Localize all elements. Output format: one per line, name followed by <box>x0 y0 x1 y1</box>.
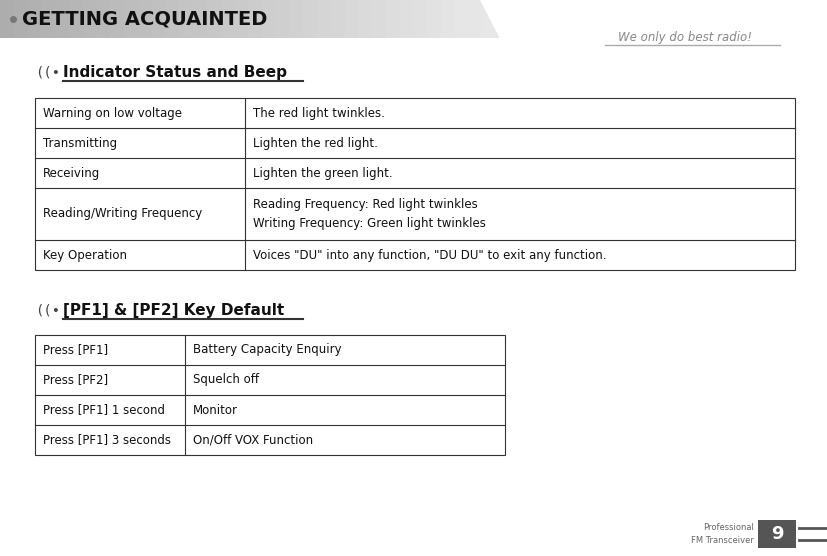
Bar <box>469 0 482 38</box>
Text: Lighten the green light.: Lighten the green light. <box>253 166 393 180</box>
Bar <box>124 0 138 38</box>
Text: Press [PF1] 1 second: Press [PF1] 1 second <box>43 404 165 416</box>
Bar <box>55 0 69 38</box>
Text: Reading/Writing Frequency: Reading/Writing Frequency <box>43 207 203 221</box>
Bar <box>496 0 510 38</box>
Bar <box>248 0 262 38</box>
Text: FM Transceiver: FM Transceiver <box>691 535 754 545</box>
Bar <box>372 0 386 38</box>
Text: ((•: ((• <box>35 303 60 317</box>
Bar <box>69 0 83 38</box>
Bar <box>676 0 689 38</box>
Bar <box>455 0 469 38</box>
Text: Press [PF2]: Press [PF2] <box>43 374 108 386</box>
Text: Voices "DU" into any function, "DU DU" to exit any function.: Voices "DU" into any function, "DU DU" t… <box>253 249 606 261</box>
Text: Professional: Professional <box>703 523 754 532</box>
Text: Indicator Status and Beep: Indicator Status and Beep <box>63 64 287 80</box>
Text: Transmitting: Transmitting <box>43 137 117 150</box>
Bar <box>730 0 744 38</box>
Bar <box>648 0 662 38</box>
Text: The red light twinkles.: The red light twinkles. <box>253 107 385 120</box>
Bar <box>35 98 795 270</box>
Text: We only do best radio!: We only do best radio! <box>618 32 752 44</box>
Text: Monitor: Monitor <box>193 404 238 416</box>
Bar <box>138 0 151 38</box>
Bar <box>414 0 428 38</box>
Bar <box>813 0 827 38</box>
Text: Press [PF1]: Press [PF1] <box>43 344 108 356</box>
Bar <box>27 0 41 38</box>
Bar <box>538 0 552 38</box>
Text: Battery Capacity Enquiry: Battery Capacity Enquiry <box>193 344 342 356</box>
Text: Warning on low voltage: Warning on low voltage <box>43 107 182 120</box>
Bar <box>207 0 221 38</box>
Bar <box>83 0 97 38</box>
Bar <box>41 0 55 38</box>
Bar <box>441 0 455 38</box>
Text: Reading Frequency: Red light twinkles: Reading Frequency: Red light twinkles <box>253 198 478 211</box>
Bar <box>14 0 27 38</box>
Bar <box>234 0 248 38</box>
Bar <box>110 0 124 38</box>
Bar <box>772 0 786 38</box>
Bar <box>758 520 796 548</box>
Bar <box>703 0 717 38</box>
Text: On/Off VOX Function: On/Off VOX Function <box>193 434 313 446</box>
Bar <box>221 0 234 38</box>
Bar <box>345 0 358 38</box>
Bar <box>151 0 165 38</box>
Bar <box>289 0 304 38</box>
Bar <box>744 0 758 38</box>
Bar <box>786 0 800 38</box>
Bar <box>428 0 441 38</box>
Bar <box>510 0 523 38</box>
Bar <box>606 0 620 38</box>
Bar <box>179 0 193 38</box>
Bar <box>399 0 414 38</box>
Bar <box>262 0 275 38</box>
Bar <box>331 0 345 38</box>
Bar <box>634 0 648 38</box>
Bar <box>275 0 289 38</box>
Text: Lighten the red light.: Lighten the red light. <box>253 137 378 150</box>
Text: 9: 9 <box>771 525 783 543</box>
Bar <box>165 0 179 38</box>
Bar <box>620 0 634 38</box>
Bar <box>523 0 538 38</box>
Bar <box>317 0 331 38</box>
Text: GETTING ACQUAINTED: GETTING ACQUAINTED <box>22 9 267 28</box>
Bar <box>717 0 730 38</box>
Bar <box>552 0 565 38</box>
Bar <box>0 0 14 38</box>
Text: Key Operation: Key Operation <box>43 249 127 261</box>
Polygon shape <box>480 0 827 58</box>
Text: Squelch off: Squelch off <box>193 374 259 386</box>
Bar <box>565 0 579 38</box>
Bar <box>579 0 593 38</box>
Text: Press [PF1] 3 seconds: Press [PF1] 3 seconds <box>43 434 171 446</box>
Bar <box>97 0 110 38</box>
Bar <box>758 0 772 38</box>
Bar <box>304 0 317 38</box>
Bar <box>193 0 207 38</box>
Text: ((•: ((• <box>35 65 60 79</box>
Bar <box>482 0 496 38</box>
Bar <box>800 0 813 38</box>
Text: Receiving: Receiving <box>43 166 100 180</box>
Bar <box>689 0 703 38</box>
Text: Writing Frequency: Green light twinkles: Writing Frequency: Green light twinkles <box>253 217 486 230</box>
Bar <box>35 335 505 455</box>
Bar <box>358 0 372 38</box>
Text: [PF1] & [PF2] Key Default: [PF1] & [PF2] Key Default <box>63 302 284 317</box>
Bar <box>593 0 606 38</box>
Bar <box>662 0 676 38</box>
Bar <box>386 0 399 38</box>
